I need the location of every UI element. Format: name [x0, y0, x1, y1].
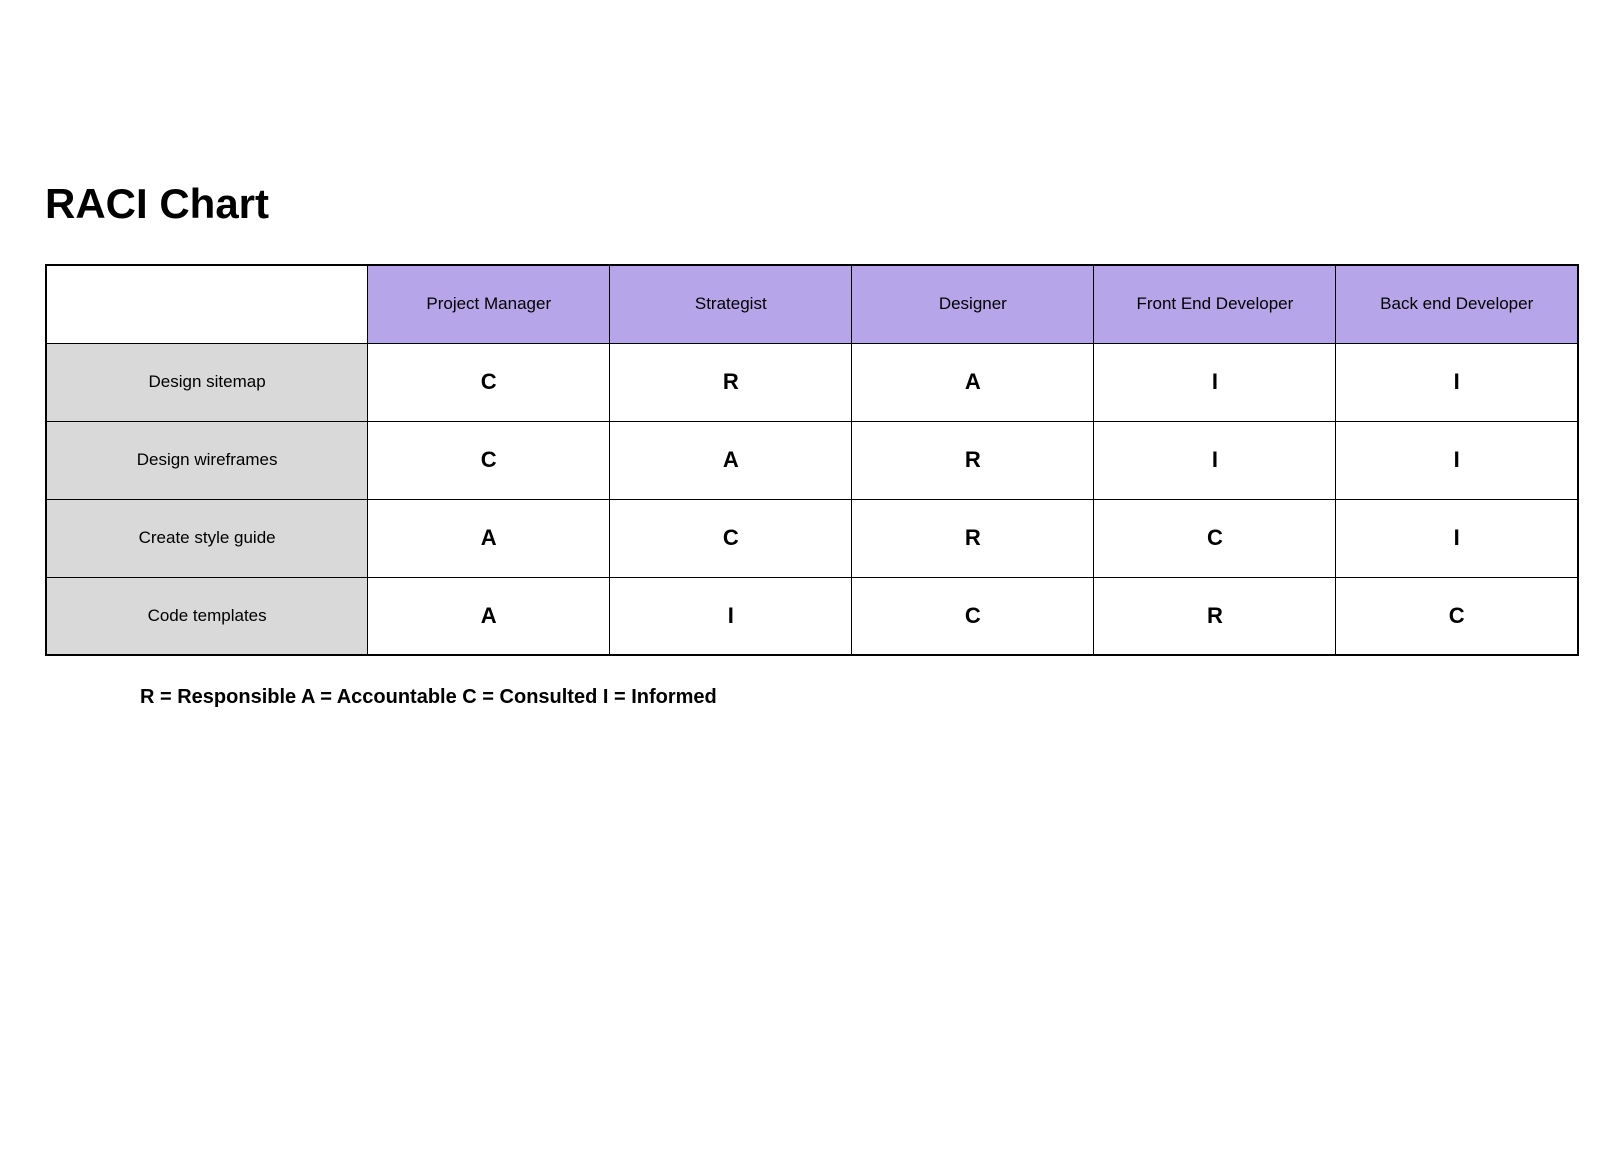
raci-cell-3-4: C [1336, 577, 1578, 655]
raci-legend: R = Responsible A = Accountable C = Cons… [45, 686, 1579, 709]
task-label-0: Design sitemap [46, 343, 368, 421]
table-row: Design wireframes C A R I I [46, 421, 1578, 499]
raci-cell-1-2: R [852, 421, 1094, 499]
raci-cell-3-0: A [368, 577, 610, 655]
chart-title: RACI Chart [45, 180, 1579, 228]
header-row: Project Manager Strategist Designer Fron… [46, 265, 1578, 343]
role-header-1: Strategist [610, 265, 852, 343]
raci-chart-container: RACI Chart Project Manager Strategist De… [0, 0, 1624, 709]
raci-cell-3-2: C [852, 577, 1094, 655]
raci-cell-0-0: C [368, 343, 610, 421]
task-label-1: Design wireframes [46, 421, 368, 499]
role-header-2: Designer [852, 265, 1094, 343]
task-label-3: Code templates [46, 577, 368, 655]
table-row: Code templates A I C R C [46, 577, 1578, 655]
raci-cell-2-2: R [852, 499, 1094, 577]
raci-cell-0-2: A [852, 343, 1094, 421]
raci-cell-2-3: C [1094, 499, 1336, 577]
raci-cell-0-4: I [1336, 343, 1578, 421]
raci-cell-1-0: C [368, 421, 610, 499]
task-label-2: Create style guide [46, 499, 368, 577]
raci-cell-1-1: A [610, 421, 852, 499]
raci-cell-3-3: R [1094, 577, 1336, 655]
raci-cell-3-1: I [610, 577, 852, 655]
raci-cell-2-1: C [610, 499, 852, 577]
raci-cell-0-3: I [1094, 343, 1336, 421]
raci-cell-2-0: A [368, 499, 610, 577]
role-header-0: Project Manager [368, 265, 610, 343]
raci-table: Project Manager Strategist Designer Fron… [45, 264, 1579, 656]
role-header-3: Front End Developer [1094, 265, 1336, 343]
table-row: Design sitemap C R A I I [46, 343, 1578, 421]
role-header-4: Back end Developer [1336, 265, 1578, 343]
raci-cell-0-1: R [610, 343, 852, 421]
table-row: Create style guide A C R C I [46, 499, 1578, 577]
raci-cell-2-4: I [1336, 499, 1578, 577]
raci-cell-1-3: I [1094, 421, 1336, 499]
raci-cell-1-4: I [1336, 421, 1578, 499]
header-corner-cell [46, 265, 368, 343]
